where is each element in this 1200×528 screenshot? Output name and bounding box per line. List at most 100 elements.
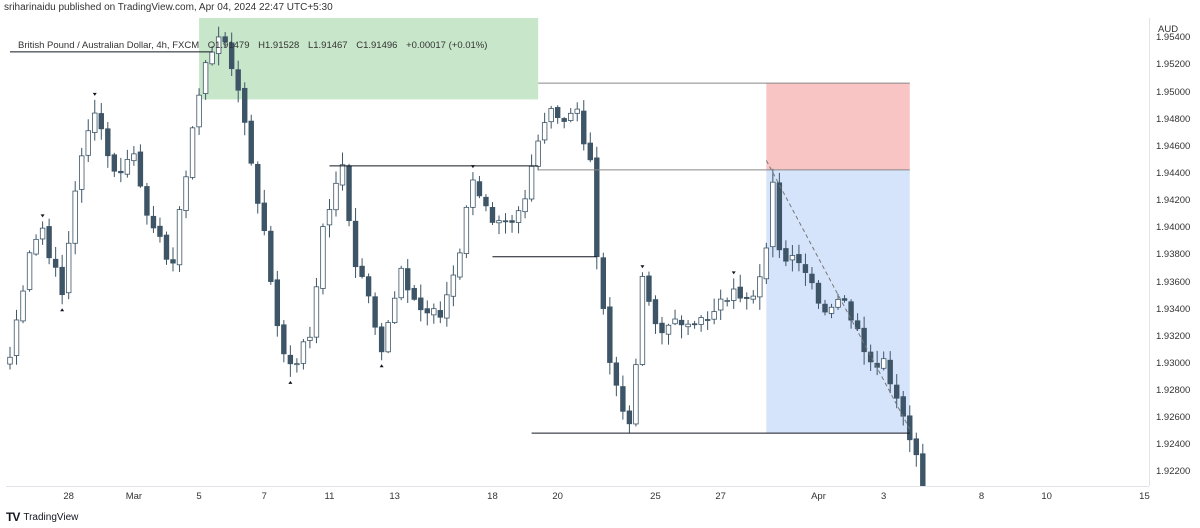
candle-body [46, 226, 52, 259]
candle-body [248, 120, 254, 164]
candle-body [678, 319, 685, 326]
candle-body [554, 107, 561, 118]
candle-body [150, 215, 157, 229]
candle-body [79, 155, 85, 190]
time-tick-label: 15 [1139, 491, 1150, 502]
candle-body [835, 299, 841, 308]
candle-body [731, 288, 737, 301]
candle-body [907, 415, 913, 441]
price-tick-label: 1.92400 [1156, 439, 1191, 451]
candle-body [600, 257, 607, 309]
candle-body [698, 317, 704, 325]
candle-body [85, 130, 91, 156]
candle-body [131, 153, 137, 162]
candle-body [646, 275, 652, 302]
candle-body [776, 182, 783, 251]
candle-body [613, 362, 620, 386]
price-tick-label: 1.95400 [1156, 32, 1191, 44]
time-tick-label: 28 [63, 491, 74, 502]
candle-body [581, 110, 587, 145]
candle-body [307, 336, 313, 341]
candle-body [515, 210, 522, 223]
candle-body [215, 36, 222, 55]
legend-low: L1.91467 [307, 40, 348, 51]
candle-body [854, 320, 861, 330]
candle-body [222, 36, 228, 43]
projection-line [765, 160, 911, 430]
candle-body [887, 359, 893, 385]
candle-body [98, 113, 104, 130]
candle-body [424, 308, 430, 314]
candle-body [105, 128, 111, 157]
candle-body [65, 242, 72, 294]
footer-brand: TV TradingView [6, 508, 78, 526]
candle-body [183, 176, 189, 211]
candle-body [281, 324, 287, 355]
legend-change: +0.00017 (+0.01%) [406, 40, 488, 51]
candle-body [7, 356, 13, 365]
candle-body [568, 112, 574, 121]
candle-body [802, 264, 809, 273]
candle-body [255, 163, 261, 204]
candle-body [913, 438, 919, 456]
candle-body [444, 294, 450, 319]
price-tick-label: 1.93600 [1156, 276, 1191, 288]
fractal-down-marker [40, 214, 45, 218]
currency-label: AUD [1158, 24, 1179, 35]
candle-body [522, 198, 528, 213]
candle-body [744, 296, 750, 299]
candle-body [691, 323, 698, 326]
candle-body [594, 157, 600, 258]
candle-body [437, 310, 444, 318]
candle-body [268, 230, 274, 282]
time-axis[interactable]: 28 Mar 5 7 11 13 18 20 25 27 Apr 3 8 10 15 [6, 486, 1150, 507]
candle-body [196, 94, 202, 128]
candle-body [763, 247, 770, 280]
chart-plot-area[interactable]: British Pound / Australian Dollar, 4h, F… [6, 18, 1149, 486]
candle-body [313, 286, 320, 338]
candle-body [391, 297, 398, 323]
candle-body [483, 196, 489, 207]
price-tick-label: 1.93200 [1156, 330, 1191, 342]
candle-body [294, 363, 300, 366]
price-chart[interactable] [6, 18, 1149, 486]
candle-body [711, 311, 717, 320]
candle-body [235, 69, 241, 91]
candle-body [118, 170, 124, 174]
candle-body [789, 255, 796, 261]
candle-body [385, 322, 391, 353]
candle-body [398, 267, 404, 299]
candle-body [528, 165, 535, 200]
fractal-up-marker [379, 364, 384, 368]
candle-body [13, 319, 20, 356]
candle-body [189, 127, 196, 178]
candle-body [841, 298, 848, 301]
candle-body [52, 258, 59, 268]
price-axis[interactable]: 1.95400 1.95200 1.95000 1.94800 1.94600 1.944… [1149, 18, 1200, 486]
candle-body [620, 386, 626, 412]
candle-body [704, 319, 711, 321]
candle-body [880, 358, 887, 369]
candle-body [450, 274, 457, 297]
price-tick-label: 1.93000 [1156, 357, 1191, 369]
time-tick-label: 10 [1041, 491, 1052, 502]
candle-body [124, 159, 131, 175]
candle-body [39, 227, 46, 240]
candle-body [659, 322, 665, 334]
candle-body [848, 301, 854, 321]
price-tick-label: 1.92200 [1156, 466, 1191, 478]
legend-high: H1.91528 [258, 40, 300, 51]
candle-body [626, 410, 633, 425]
tradingview-logo-icon: TV [6, 510, 20, 524]
fractal-down-marker [92, 92, 97, 96]
candle-body [463, 206, 470, 255]
candle-body [900, 396, 906, 417]
candle-body [137, 151, 144, 187]
price-tick-label: 1.94600 [1156, 140, 1191, 152]
price-tick-label: 1.93400 [1156, 303, 1191, 315]
symbol-legend: British Pound / Australian Dollar, 4h, F… [18, 40, 493, 51]
fractal-down-marker [731, 271, 736, 275]
candle-body [652, 299, 659, 325]
candle-body [541, 122, 548, 141]
candle-body [496, 220, 502, 224]
